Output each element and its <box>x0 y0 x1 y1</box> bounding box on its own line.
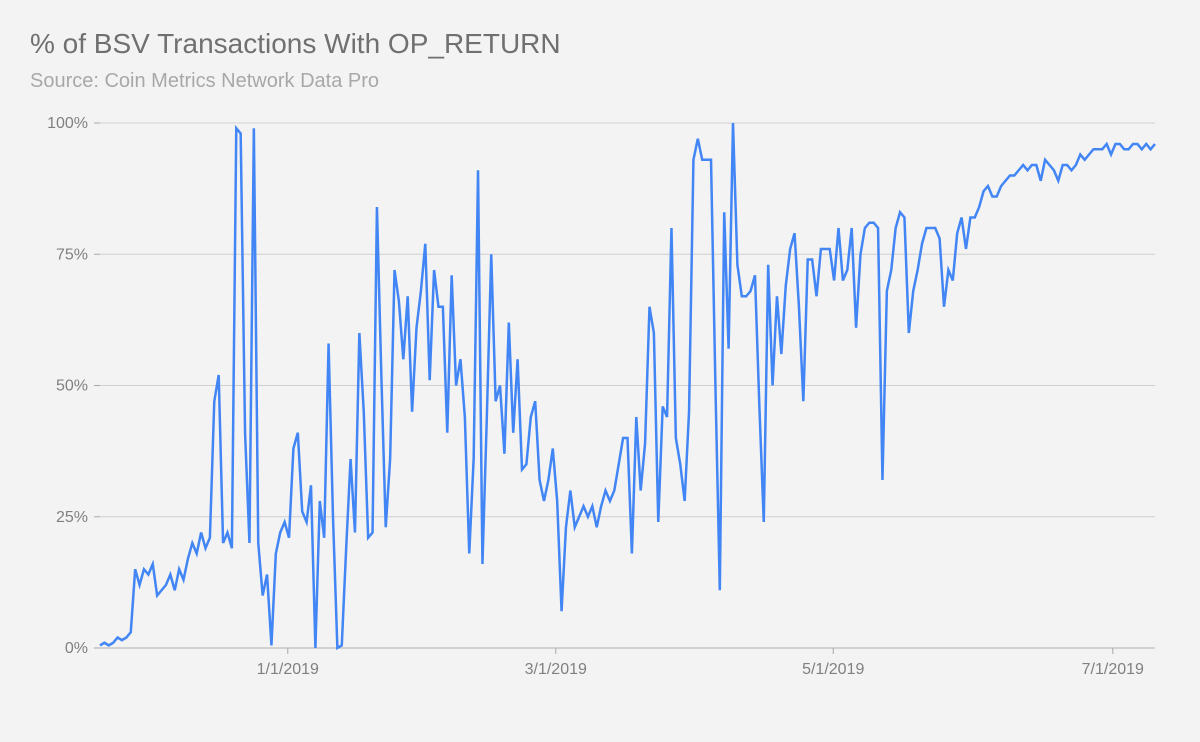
y-axis-label: 75% <box>56 246 88 263</box>
y-axis-label: 100% <box>47 115 88 132</box>
chart-subtitle: Source: Coin Metrics Network Data Pro <box>30 70 1170 93</box>
chart-svg: 0% 25% 50% 75% 100% 1/1/2019 3/1/2019 5/1/2019 7… <box>30 113 1170 693</box>
y-axis-label: 25% <box>56 509 88 526</box>
x-axis-label: 1/1/2019 <box>257 661 319 678</box>
y-axis-label: 0% <box>65 640 88 657</box>
chart-title: % of BSV Transactions With OP_RETURN <box>30 28 1170 60</box>
x-axis-label: 3/1/2019 <box>525 661 587 678</box>
y-axis-label: 50% <box>56 378 88 395</box>
chart-container: % of BSV Transactions With OP_RETURN Sou… <box>0 0 1200 742</box>
x-axis-label: 7/1/2019 <box>1082 661 1144 678</box>
plot-area: 0% 25% 50% 75% 100% 1/1/2019 3/1/2019 5/1/2019 7… <box>30 113 1170 693</box>
x-axis-label: 5/1/2019 <box>802 661 864 678</box>
